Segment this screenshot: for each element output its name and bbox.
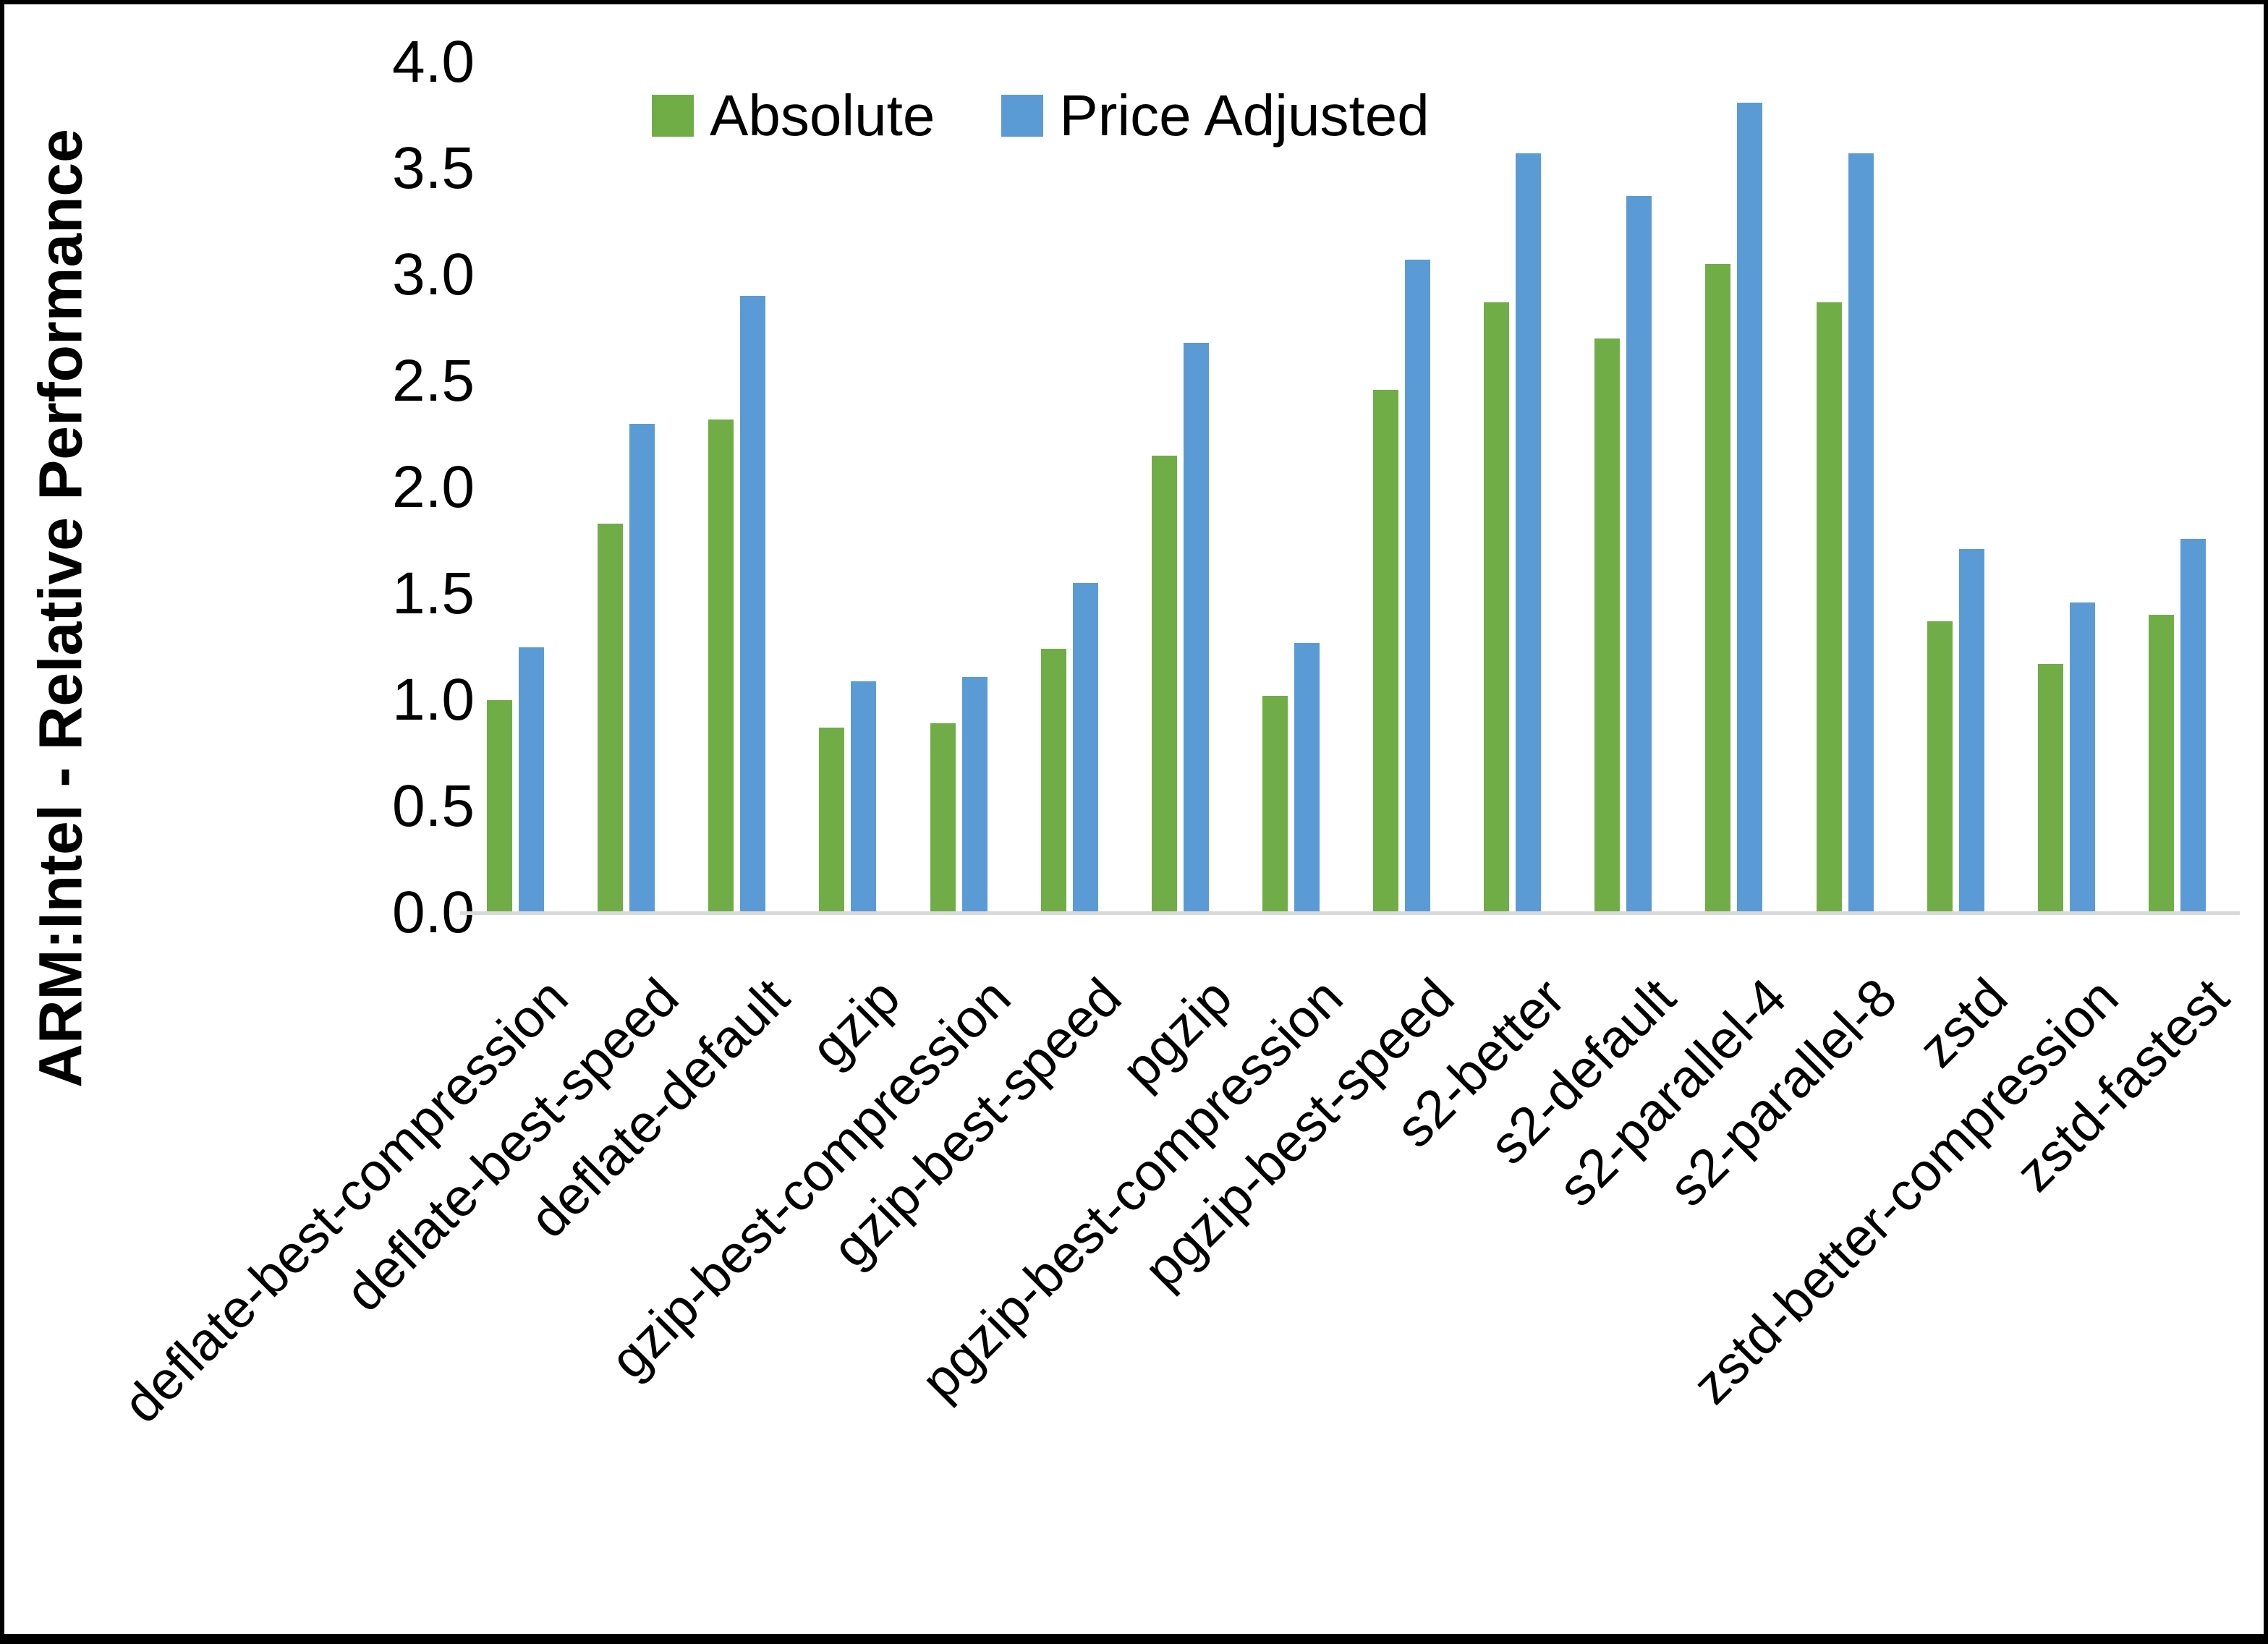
x-axis-line: [460, 911, 2240, 915]
y-tick-label: 0.5: [392, 773, 475, 839]
bar-group: [1236, 62, 1346, 913]
bar-absolute-deflate-best-speed: [598, 523, 624, 913]
bar-price-adjusted-deflate-best-speed: [629, 423, 655, 913]
bar-price-adjusted-pgzip-best-speed: [1405, 260, 1431, 913]
bar-absolute-deflate-default: [708, 419, 734, 913]
y-tick-label: 2.0: [392, 454, 475, 520]
plot-area: [460, 62, 2233, 913]
legend: Absolute Price Adjusted: [652, 82, 1430, 149]
bar-absolute-s2-parallel-4: [1705, 264, 1731, 913]
bar-absolute-zstd-better-compression: [2037, 664, 2063, 913]
bar-group: [2011, 62, 2122, 913]
bar-price-adjusted-s2-parallel-4: [1737, 102, 1763, 913]
bar-price-adjusted-deflate-default: [740, 296, 766, 913]
y-axis-title: ARM:Intel - Relative Performance: [26, 129, 95, 1088]
legend-swatch-price-adjusted-icon: [1001, 95, 1044, 137]
bar-absolute-s2-default: [1594, 338, 1621, 913]
bar-absolute-zstd-fastest: [2148, 615, 2174, 913]
bar-absolute-s2-better: [1484, 302, 1510, 913]
bar-price-adjusted-zstd-better-compression: [2069, 602, 2095, 913]
bar-group: [681, 62, 792, 913]
bar-absolute-deflate-best-compression: [487, 700, 513, 913]
legend-swatch-absolute-icon: [652, 95, 694, 137]
bar-group: [1125, 62, 1236, 913]
y-tick-label: 2.5: [392, 348, 475, 414]
bar-group: [571, 62, 681, 913]
y-tick-label: 3.5: [392, 135, 475, 201]
bar-absolute-s2-parallel-8: [1816, 302, 1842, 913]
bar-absolute-zstd: [1927, 621, 1953, 913]
y-tick-label: 4.0: [392, 29, 475, 95]
bar-price-adjusted-s2-better: [1516, 153, 1542, 913]
bar-price-adjusted-s2-parallel-8: [1848, 153, 1874, 913]
bar-group: [1568, 62, 1678, 913]
bar-group: [1790, 62, 1900, 913]
y-tick-label: 0.0: [392, 880, 475, 945]
bar-absolute-gzip-best-speed: [1040, 649, 1066, 913]
bar-absolute-pgzip-best-compression: [1262, 696, 1288, 913]
bar-group: [1900, 62, 2011, 913]
bar-price-adjusted-deflate-best-compression: [519, 647, 545, 913]
y-tick-label: 1.5: [392, 561, 475, 626]
y-tick-label: 1.0: [392, 667, 475, 733]
bar-group: [2122, 62, 2233, 913]
bar-group: [904, 62, 1014, 913]
bar-price-adjusted-s2-default: [1626, 196, 1652, 913]
legend-label-absolute: Absolute: [710, 83, 935, 148]
bar-absolute-gzip: [819, 728, 845, 913]
bar-group: [1678, 62, 1789, 913]
bar-group: [792, 62, 903, 913]
bar-price-adjusted-pgzip: [1183, 343, 1209, 913]
bar-absolute-pgzip: [1151, 455, 1177, 913]
bar-absolute-gzip-best-compression: [930, 723, 956, 913]
legend-label-price-adjusted: Price Adjusted: [1059, 83, 1430, 148]
bar-price-adjusted-gzip: [851, 681, 877, 913]
bar-absolute-pgzip-best-speed: [1373, 389, 1399, 913]
bar-price-adjusted-zstd: [1958, 549, 1984, 913]
bar-price-adjusted-zstd-fastest: [2180, 538, 2206, 913]
bar-group: [1346, 62, 1457, 913]
bar-group: [1457, 62, 1568, 913]
bar-price-adjusted-gzip-best-compression: [961, 676, 988, 913]
bar-group: [460, 62, 571, 913]
y-tick-label: 3.0: [392, 242, 475, 307]
bar-price-adjusted-pgzip-best-compression: [1294, 642, 1320, 913]
bar-price-adjusted-gzip-best-speed: [1072, 583, 1098, 913]
bar-group: [1014, 62, 1125, 913]
